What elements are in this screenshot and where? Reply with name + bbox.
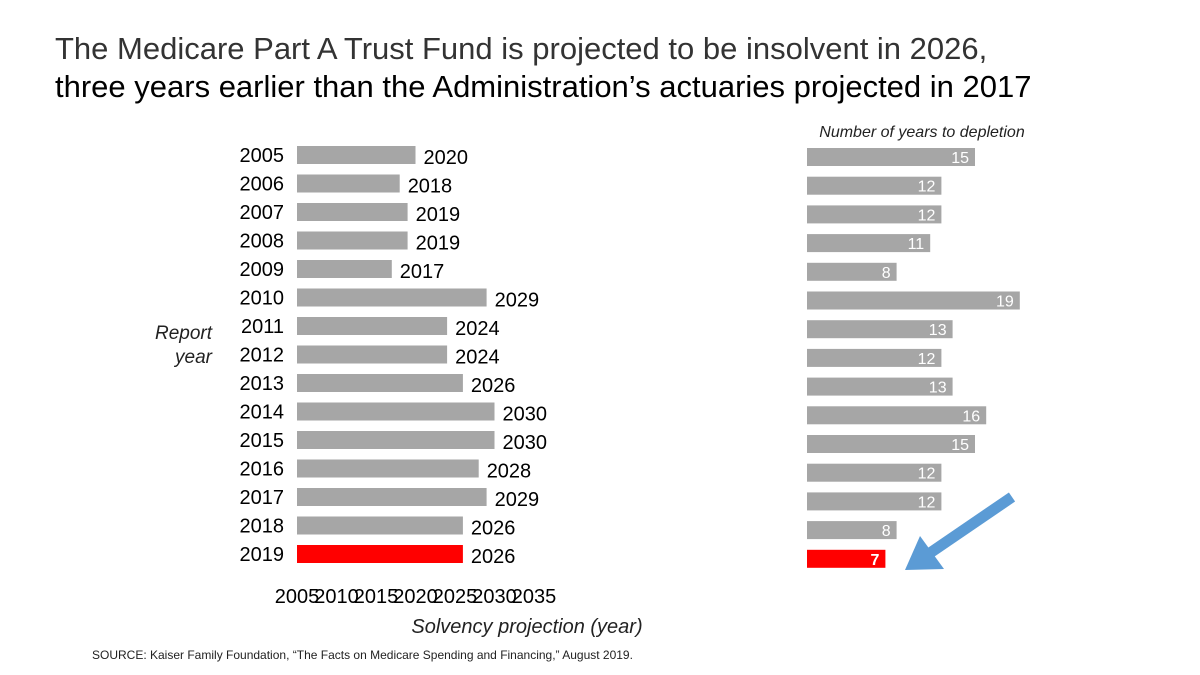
data-label: 2020 (424, 147, 469, 169)
bar (297, 374, 463, 392)
years-data-label: 12 (918, 179, 936, 196)
data-label: 2028 (487, 461, 532, 483)
years-data-label: 7 (870, 552, 879, 569)
x-tick-label: 2005 (275, 586, 320, 608)
bar (297, 488, 487, 506)
data-label: 2019 (416, 204, 461, 226)
category-label: 2009 (240, 259, 285, 281)
arrow-shaft (926, 492, 1016, 558)
x-axis-title: Solvency projection (year) (411, 616, 642, 638)
category-label: 2008 (240, 231, 285, 253)
years-bar (807, 463, 942, 482)
data-label: 2024 (455, 318, 500, 340)
years-bar (807, 176, 942, 195)
years-data-label: 19 (996, 294, 1014, 311)
years-data-label: 16 (962, 408, 980, 425)
data-label: 2017 (400, 261, 445, 283)
years-to-depletion-chart: Number of years to depletion 15 12 12 11 8 19 1… (807, 124, 1025, 569)
category-label: 2013 (240, 373, 285, 395)
category-label: 2015 (240, 430, 285, 452)
y-axis-title: Report (155, 323, 213, 344)
bar (297, 345, 448, 364)
years-bar (807, 377, 953, 396)
bar (297, 459, 479, 478)
category-label: 2019 (240, 544, 285, 566)
category-label: 2011 (241, 316, 284, 338)
years-data-label: 8 (882, 523, 891, 540)
years-bar (807, 406, 987, 425)
years-bar (807, 291, 1020, 310)
years-data-label: 12 (918, 466, 936, 483)
years-bar (807, 205, 942, 224)
data-label: 2018 (408, 176, 453, 198)
data-label: 2024 (455, 347, 500, 369)
bar (297, 288, 487, 307)
x-tick-label: 2030 (472, 586, 517, 608)
years-data-label: 11 (908, 236, 925, 253)
category-label: 2005 (240, 145, 285, 167)
y-axis-title: year (173, 347, 213, 368)
solvency-projection-chart: 2005 2020 2006 2018 2007 2019 2008 2019 2009 2017… (155, 145, 643, 638)
years-bar (807, 521, 897, 540)
chart-title-line-1: The Medicare Part A Trust Fund is projec… (55, 31, 988, 66)
category-label: 2017 (240, 487, 285, 509)
bar (297, 516, 463, 535)
years-bar (807, 234, 931, 253)
x-tick-label: 2020 (393, 586, 438, 608)
years-data-label: 13 (929, 380, 947, 397)
data-label: 2029 (495, 489, 539, 511)
years-data-label: 12 (918, 351, 936, 368)
bar-highlight (297, 545, 463, 563)
data-label: 2030 (503, 404, 548, 426)
years-data-label: 15 (951, 437, 969, 454)
chart-title-line-2: three years earlier than the Administrat… (55, 69, 1032, 104)
x-tick-label: 2010 (314, 586, 359, 608)
x-tick-label: 2035 (512, 586, 557, 608)
bar (297, 231, 408, 250)
category-label: 2010 (240, 288, 285, 310)
data-label: 2026 (471, 546, 516, 568)
years-data-label: 15 (951, 150, 969, 167)
category-label: 2014 (240, 402, 285, 424)
bar (297, 260, 392, 278)
years-data-label: 13 (929, 322, 947, 339)
bar (297, 317, 448, 335)
years-data-label: 12 (918, 207, 936, 224)
data-label: 2029 (495, 290, 539, 312)
annotation-layer (905, 492, 1016, 570)
bar (297, 402, 495, 421)
bar (297, 203, 408, 221)
data-label: 2030 (503, 432, 548, 454)
category-label: 2007 (240, 202, 285, 224)
years-bar (807, 348, 942, 367)
category-label: 2006 (240, 174, 285, 196)
bar (297, 431, 495, 449)
years-bar (807, 492, 942, 511)
years-bar (807, 320, 953, 339)
x-tick-label: 2025 (433, 586, 478, 608)
arrow-head (905, 536, 944, 570)
data-label: 2026 (471, 375, 516, 397)
category-label: 2018 (240, 516, 285, 538)
years-chart-title: Number of years to depletion (819, 124, 1025, 141)
data-label: 2026 (471, 518, 516, 540)
years-data-label: 8 (882, 265, 891, 282)
category-label: 2016 (240, 459, 285, 481)
years-bar-highlight (807, 549, 886, 568)
data-label: 2019 (416, 233, 461, 255)
years-bar (807, 435, 975, 453)
years-data-label: 12 (918, 494, 936, 511)
x-tick-label: 2015 (354, 586, 399, 608)
years-bar (807, 262, 897, 281)
bar (297, 146, 416, 164)
source-note: SOURCE: Kaiser Family Foundation, “The F… (92, 648, 633, 662)
bar (297, 174, 400, 193)
category-label: 2012 (240, 345, 285, 367)
years-bar (807, 148, 975, 166)
